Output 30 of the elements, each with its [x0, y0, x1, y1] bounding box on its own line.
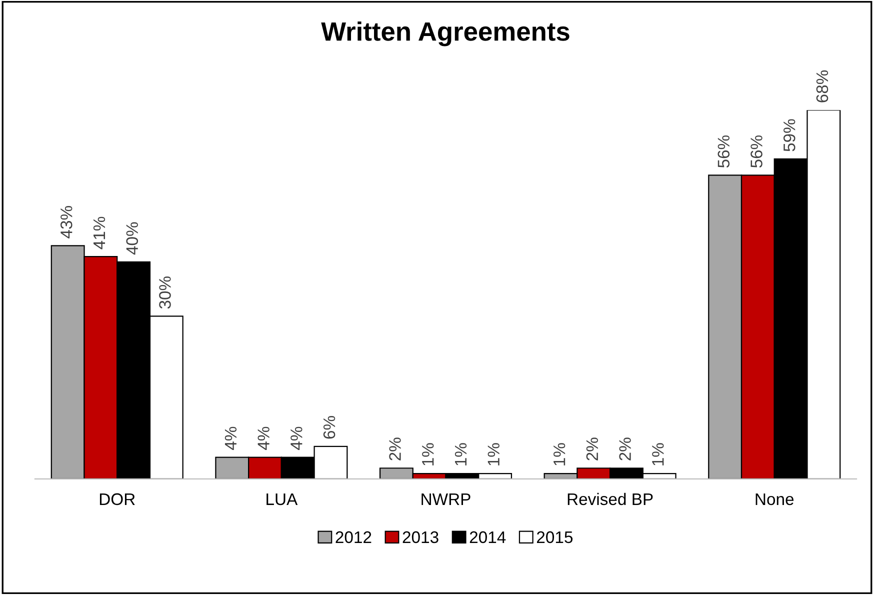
data-label: 1%	[554, 443, 566, 466]
chart-title: Written Agreements	[321, 22, 570, 46]
data-label: 2%	[619, 438, 631, 460]
data-label: 56%	[718, 135, 730, 168]
data-label: 4%	[290, 426, 302, 450]
x-tick-label: None	[756, 493, 794, 506]
data-label: 2%	[389, 438, 401, 460]
data-label: 59%	[783, 119, 796, 152]
data-label: 1%	[488, 443, 500, 466]
legend-label: 2012	[336, 531, 372, 544]
data-label: 56%	[750, 135, 762, 168]
data-label: 4%	[258, 426, 270, 450]
legend-label: 2015	[536, 531, 573, 544]
data-label: 68%	[816, 70, 828, 102]
legend-label: 2013	[402, 531, 438, 544]
data-label: 1%	[652, 443, 664, 466]
data-label: 40%	[126, 222, 138, 255]
x-tick-label: NWRP	[422, 493, 470, 505]
data-label: 41%	[93, 216, 106, 250]
data-label: 6%	[323, 416, 336, 439]
x-tick-label: LUA	[266, 493, 298, 506]
data-label: 1%	[422, 443, 434, 466]
x-tick-label: DOR	[100, 493, 135, 506]
data-label: 43%	[60, 206, 72, 238]
data-label: 4%	[224, 426, 237, 450]
x-tick-label: Revised BP	[568, 492, 653, 506]
legend-label: 2014	[470, 531, 506, 544]
data-label: 2%	[586, 438, 598, 460]
data-label: 30%	[159, 276, 171, 309]
data-label: 1%	[454, 443, 467, 466]
